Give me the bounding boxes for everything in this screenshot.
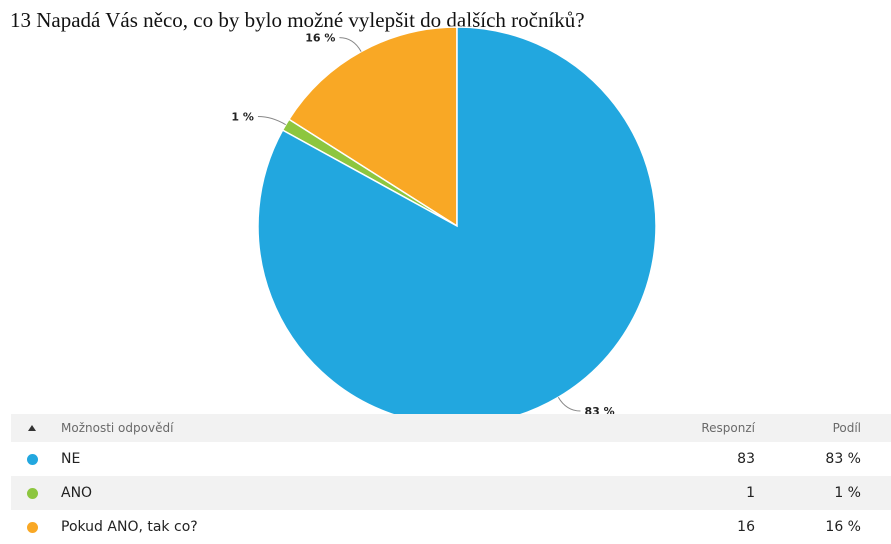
- answer-table: Možnosti odpovědí Responzí Podíl NE 83 8…: [11, 414, 891, 544]
- legend-dot-icon: [26, 487, 38, 499]
- sort-cell[interactable]: [11, 425, 61, 431]
- chart-title: 13 Napadá Vás něco, co by bylo možné vyl…: [10, 8, 585, 32]
- table-row: Pokud ANO, tak co? 16 16 %: [11, 510, 891, 544]
- table-row: NE 83 83 %: [11, 442, 891, 476]
- legend-dot-icon: [26, 453, 38, 465]
- row-count: 16: [737, 519, 755, 535]
- pie-slice-0[interactable]: [257, 26, 657, 426]
- row-label: Pokud ANO, tak co?: [61, 519, 198, 535]
- row-share: 1 %: [834, 485, 861, 501]
- sort-ascending-icon[interactable]: [28, 425, 36, 431]
- legend-cell: [11, 521, 61, 533]
- header-share[interactable]: Podíl: [832, 421, 861, 435]
- row-count: 1: [746, 485, 755, 501]
- legend-cell: [11, 453, 61, 465]
- row-count: 83: [737, 451, 755, 467]
- legend-dot-icon: [26, 521, 38, 533]
- legend-cell: [11, 487, 61, 499]
- label-leader-line: [339, 37, 362, 52]
- row-share: 83 %: [825, 451, 861, 467]
- header-option[interactable]: Možnosti odpovědí: [61, 421, 174, 435]
- slice-label: 1 %: [231, 111, 254, 124]
- row-label: NE: [61, 451, 81, 467]
- row-share: 16 %: [825, 519, 861, 535]
- slice-label: 16 %: [305, 32, 335, 45]
- pie-chart: 16 % 1 % 83 %: [231, 26, 657, 426]
- label-leader-line: [557, 397, 581, 412]
- row-label: ANO: [61, 485, 93, 501]
- label-leader-line: [257, 116, 286, 126]
- header-count[interactable]: Responzí: [701, 421, 755, 435]
- table-row: ANO 1 1 %: [11, 476, 891, 510]
- table-header: Možnosti odpovědí Responzí Podíl: [11, 414, 891, 442]
- pie-chart-svg: 16 %1 %83 %: [231, 26, 657, 426]
